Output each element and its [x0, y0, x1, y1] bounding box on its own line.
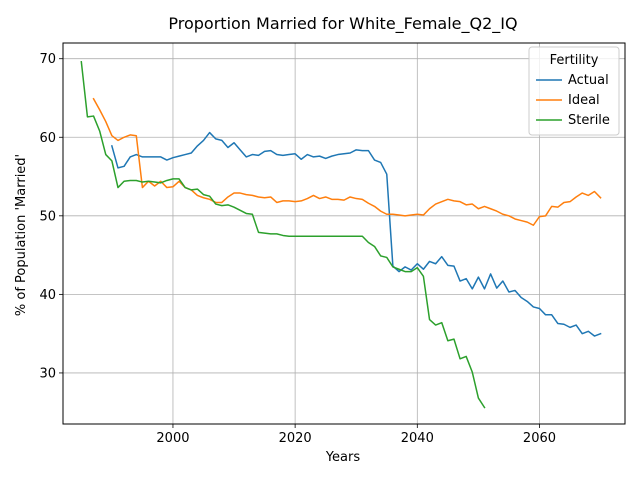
chart-title: Proportion Married for White_Female_Q2_I… [168, 14, 517, 34]
y-tick-label: 70 [39, 52, 56, 67]
plot-frame [62, 42, 626, 425]
x-tick-label: 2040 [401, 431, 434, 446]
x-tick-label: 2000 [156, 431, 189, 446]
x-tick-label: 2020 [279, 431, 312, 446]
y-tick-label: 60 [39, 131, 56, 146]
x-tick-label: 2060 [523, 431, 556, 446]
legend: Fertility Actual Ideal Sterile [528, 46, 620, 136]
series-line-actual [110, 131, 602, 337]
y-tick-label: 40 [39, 288, 56, 303]
y-axis-label: % of Population 'Married' [14, 154, 29, 316]
legend-label-ideal: Ideal [568, 93, 600, 108]
y-tick-label: 30 [39, 366, 56, 381]
y-tick-label: 50 [39, 209, 56, 224]
series-line-sterile [80, 61, 486, 409]
legend-title: Fertility [550, 53, 599, 68]
legend-label-actual: Actual [568, 73, 609, 88]
series-lines [80, 61, 602, 409]
series-line-ideal [92, 97, 602, 226]
x-axis-label: Years [325, 450, 361, 465]
legend-label-sterile: Sterile [568, 113, 610, 128]
legend-box [528, 46, 620, 136]
axis-ticks: 2000 2020 2040 2060 30 40 50 60 70 [39, 52, 556, 446]
